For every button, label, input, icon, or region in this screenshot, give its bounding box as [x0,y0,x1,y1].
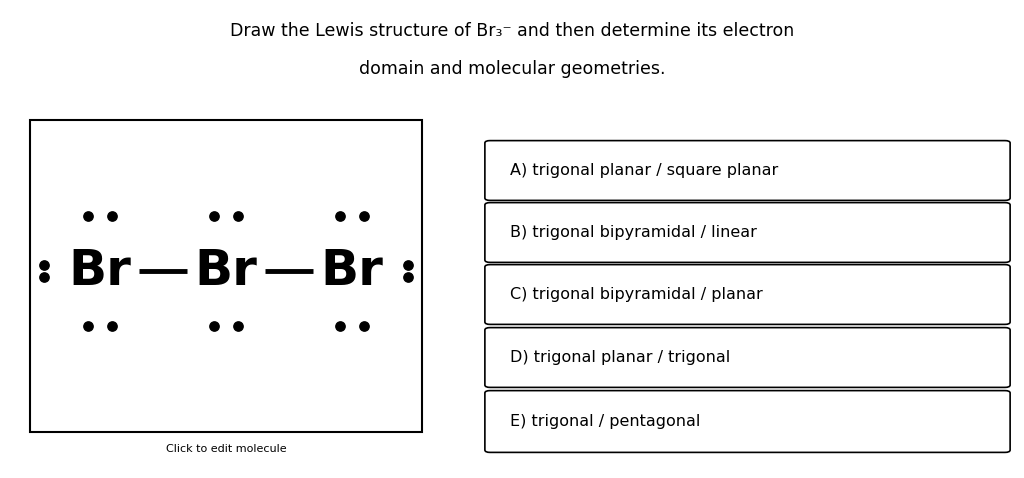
FancyBboxPatch shape [485,391,1010,452]
Point [104,212,121,220]
Text: Br: Br [195,247,257,295]
Text: Draw the Lewis structure of Br₃⁻ and then determine its electron: Draw the Lewis structure of Br₃⁻ and the… [229,22,795,40]
Text: Click to edit molecule: Click to edit molecule [166,444,287,454]
Point [400,273,417,281]
Text: Br: Br [321,247,383,295]
Text: A) trigonal planar / square planar: A) trigonal planar / square planar [511,163,778,178]
Point [206,212,222,220]
Text: B) trigonal bipyramidal / linear: B) trigonal bipyramidal / linear [511,225,758,240]
FancyBboxPatch shape [485,265,1010,325]
Point [230,212,247,220]
Point [230,322,247,330]
Point [332,322,348,330]
FancyBboxPatch shape [485,203,1010,262]
Point [356,322,373,330]
Point [104,322,121,330]
Point [356,212,373,220]
Point [80,212,96,220]
FancyBboxPatch shape [485,327,1010,387]
Point [332,212,348,220]
Text: E) trigonal / pentagonal: E) trigonal / pentagonal [511,414,700,429]
Point [36,261,52,269]
Text: domain and molecular geometries.: domain and molecular geometries. [358,60,666,78]
Point [206,322,222,330]
Text: Br: Br [69,247,131,295]
Point [80,322,96,330]
Text: D) trigonal planar / trigonal: D) trigonal planar / trigonal [511,350,731,365]
Text: C) trigonal bipyramidal / planar: C) trigonal bipyramidal / planar [511,287,763,302]
Point [36,273,52,281]
Point [400,261,417,269]
FancyBboxPatch shape [485,141,1010,200]
FancyBboxPatch shape [30,120,422,432]
